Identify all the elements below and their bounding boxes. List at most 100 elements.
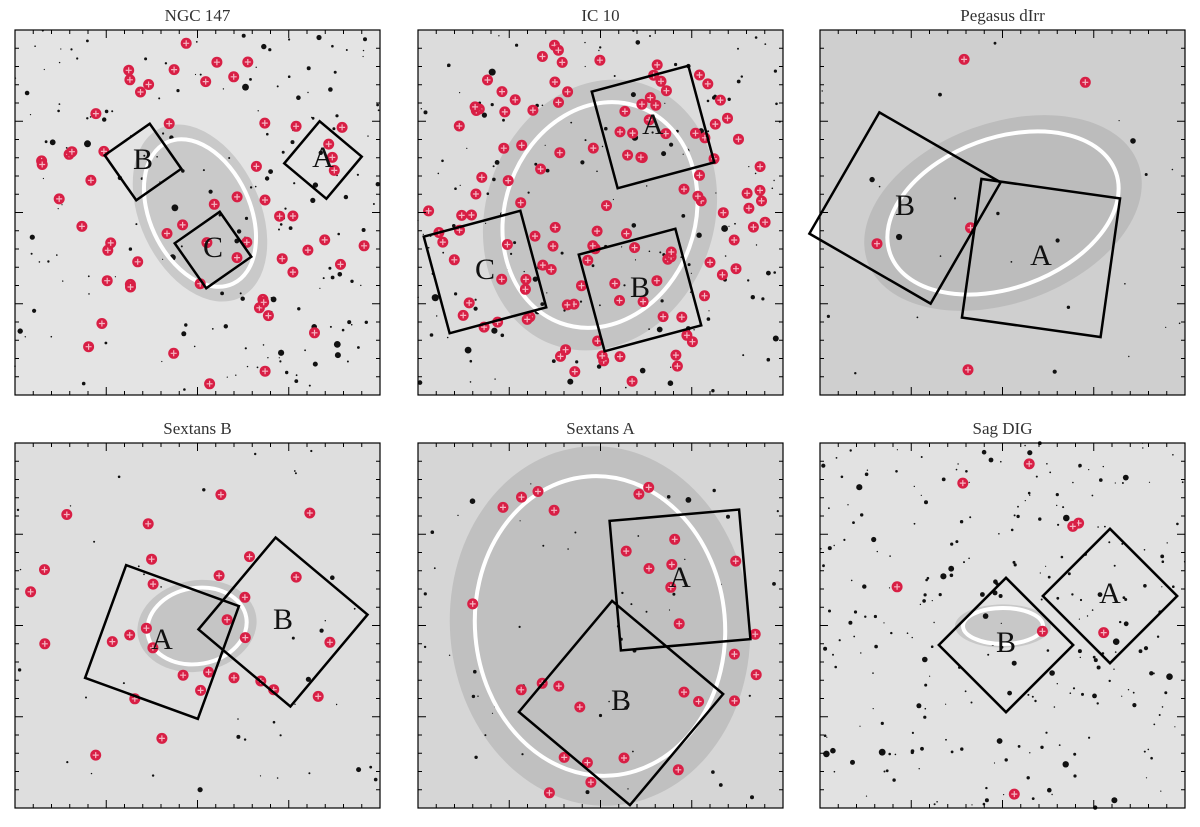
red-marker xyxy=(636,98,648,110)
red-marker-cross xyxy=(551,79,558,85)
star xyxy=(500,333,505,338)
star xyxy=(931,600,933,602)
tick xyxy=(820,30,1185,395)
star xyxy=(332,127,336,131)
red-marker xyxy=(655,75,667,87)
red-marker-cross xyxy=(681,689,687,696)
star xyxy=(955,468,958,471)
red-marker xyxy=(448,254,460,266)
star xyxy=(1122,474,1129,481)
star xyxy=(376,103,379,107)
star xyxy=(874,644,878,649)
star xyxy=(223,324,228,329)
star xyxy=(896,233,903,241)
red-marker-cross xyxy=(535,488,541,495)
red-marker-cross xyxy=(683,332,690,339)
red-marker xyxy=(660,85,672,97)
red-marker-cross xyxy=(279,255,286,262)
red-marker-cross xyxy=(654,61,661,68)
red-marker xyxy=(520,273,532,285)
red-marker xyxy=(665,246,677,258)
red-marker-cross xyxy=(758,197,765,204)
tick xyxy=(15,443,380,808)
red-marker xyxy=(699,290,710,302)
star xyxy=(1124,283,1126,285)
tick xyxy=(820,30,1185,395)
star xyxy=(864,472,869,477)
red-marker xyxy=(722,112,733,124)
red-marker xyxy=(437,236,449,248)
field-box xyxy=(517,599,725,807)
star xyxy=(236,229,242,234)
star xyxy=(693,329,695,331)
star xyxy=(853,610,858,614)
star xyxy=(488,68,496,76)
red-marker xyxy=(587,240,599,252)
red-marker-cross xyxy=(150,581,157,588)
star xyxy=(1060,555,1064,559)
red-marker xyxy=(516,139,528,151)
red-marker-cross xyxy=(559,59,566,66)
star xyxy=(1078,465,1081,468)
star xyxy=(262,344,265,346)
red-marker xyxy=(304,507,316,519)
star xyxy=(239,292,242,295)
star xyxy=(57,109,60,113)
red-marker xyxy=(358,240,370,252)
red-marker-cross xyxy=(127,284,134,290)
star xyxy=(1122,596,1126,599)
star xyxy=(832,653,834,656)
red-marker-cross xyxy=(460,312,467,319)
red-marker-cross xyxy=(276,213,283,220)
red-marker-cross xyxy=(522,286,529,293)
tick xyxy=(15,443,380,808)
red-marker-cross xyxy=(180,672,187,679)
red-marker xyxy=(274,210,286,222)
star xyxy=(308,772,311,775)
star xyxy=(1046,463,1048,465)
star xyxy=(957,463,959,465)
star xyxy=(925,578,928,582)
red-marker xyxy=(527,104,539,116)
field-box xyxy=(807,110,1003,306)
star xyxy=(357,346,360,349)
tick xyxy=(418,30,783,395)
star xyxy=(913,485,915,488)
tick xyxy=(15,30,380,395)
star xyxy=(228,157,231,159)
star xyxy=(1092,655,1096,659)
star xyxy=(888,587,891,589)
red-marker xyxy=(594,54,606,66)
tick xyxy=(418,30,783,395)
tick xyxy=(820,30,1185,395)
tick xyxy=(820,30,1185,395)
star xyxy=(574,531,577,534)
red-marker xyxy=(496,273,508,285)
field-box xyxy=(590,64,716,190)
star xyxy=(329,325,332,328)
star xyxy=(494,160,500,165)
tick xyxy=(820,443,1185,808)
star xyxy=(773,271,776,274)
star xyxy=(423,645,427,649)
star xyxy=(955,540,959,544)
star xyxy=(1024,500,1026,502)
star xyxy=(883,770,886,773)
star xyxy=(1063,514,1070,522)
red-marker-cross xyxy=(556,149,563,156)
red-marker-cross xyxy=(505,177,512,184)
star xyxy=(346,360,349,363)
star xyxy=(959,520,964,524)
field-label: B xyxy=(895,189,915,222)
red-marker xyxy=(532,486,544,497)
red-marker xyxy=(643,563,655,574)
star xyxy=(685,497,692,503)
star xyxy=(1052,369,1057,374)
star xyxy=(737,47,739,50)
star xyxy=(469,359,473,363)
red-marker xyxy=(498,142,510,154)
tick xyxy=(418,30,783,395)
red-marker-cross xyxy=(894,583,901,590)
star xyxy=(1102,465,1104,468)
star xyxy=(1114,651,1117,653)
